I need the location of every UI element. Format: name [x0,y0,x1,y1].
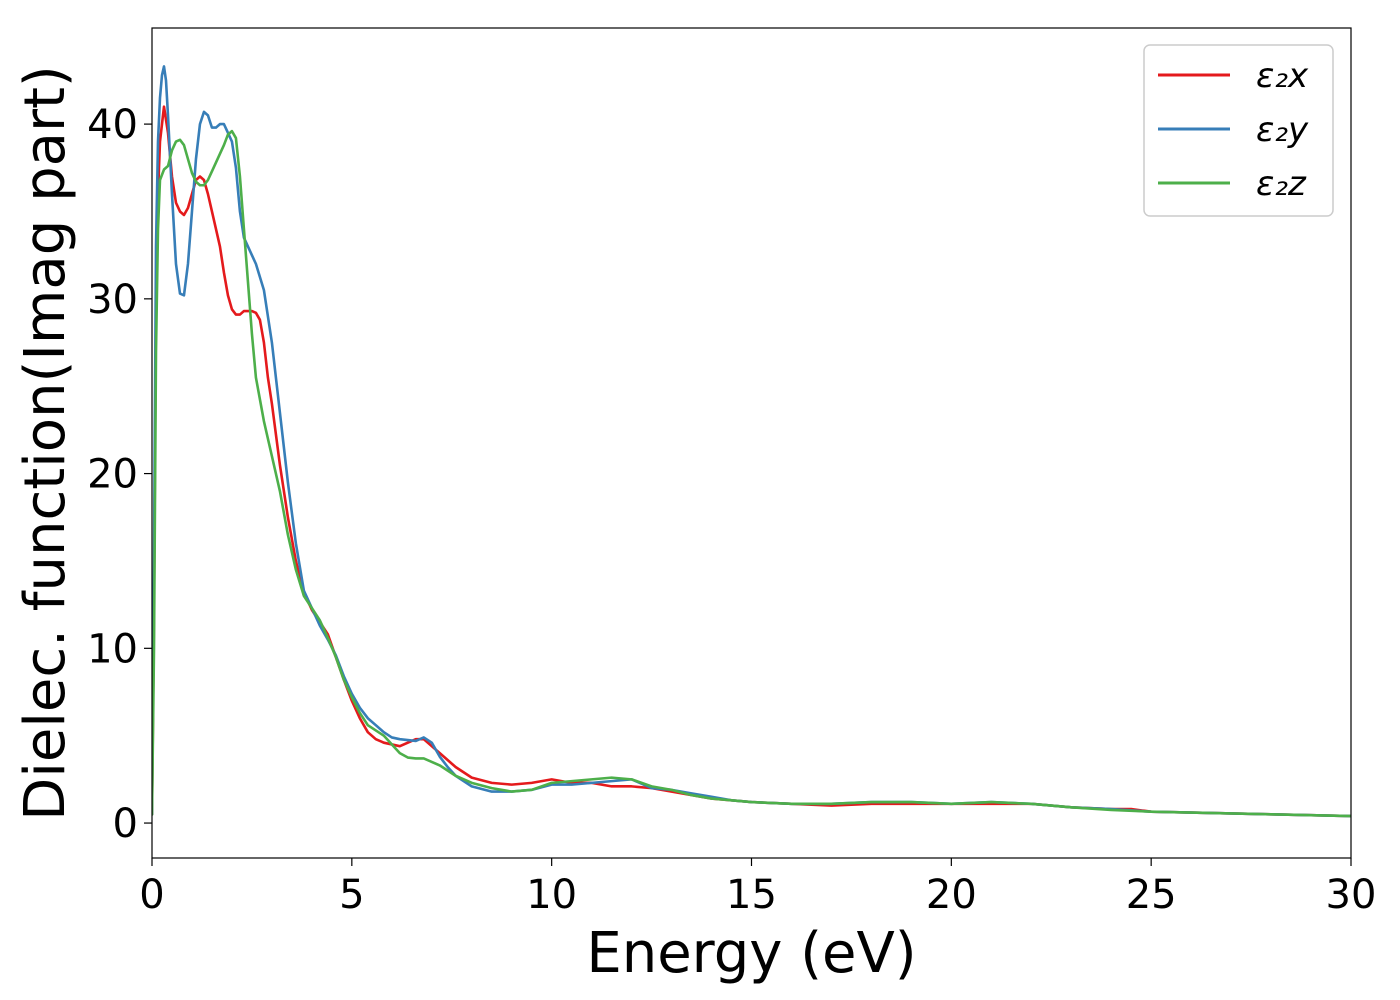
series-line-3 [152,129,1351,818]
y-tick-label: 20 [87,452,138,498]
x-axis: 0 5 10 15 20 25 30 [139,858,1376,918]
x-tick-label: 10 [526,872,577,918]
x-tick-label: 25 [1126,872,1177,918]
x-tick-label: 30 [1326,872,1377,918]
series-layer [152,65,1351,818]
legend-entry-1: ε₂x [1256,56,1309,96]
y-axis-label: Dielec. function(Imag part) [13,65,78,821]
legend-entry-3: ε₂z [1256,164,1307,204]
x-tick-label: 0 [139,872,164,918]
x-axis-label: Energy (eV) [586,921,916,986]
y-tick-label: 10 [87,626,138,672]
legend-box [1143,44,1334,217]
legend-entry-2: ε₂y [1256,110,1309,150]
y-tick-label: 40 [87,102,138,148]
x-tick-label: 5 [339,872,364,918]
x-tick-label: 20 [926,872,977,918]
legend: ε₂x ε₂y ε₂z [1143,44,1334,217]
x-tick-label: 15 [726,872,777,918]
y-tick-label: 30 [87,277,138,323]
y-tick-label: 0 [113,801,138,847]
y-axis: 0 10 20 30 40 [87,102,152,847]
